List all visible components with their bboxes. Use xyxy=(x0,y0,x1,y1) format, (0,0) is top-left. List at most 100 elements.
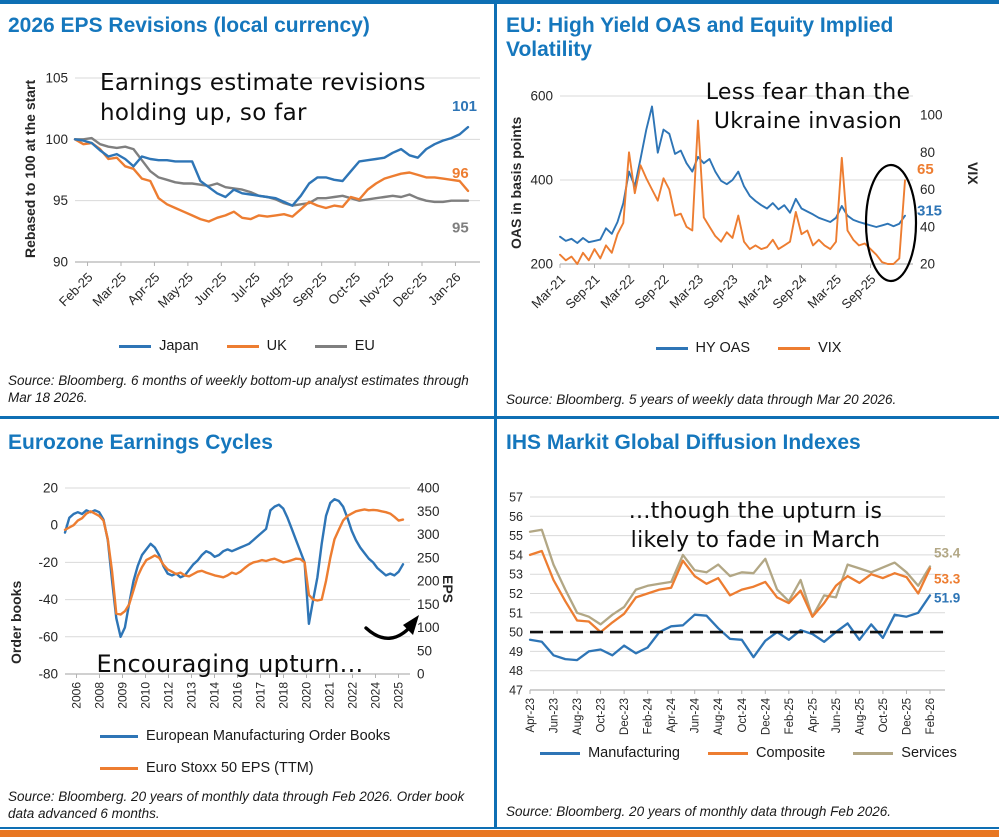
svg-text:Oct-23: Oct-23 xyxy=(596,698,608,733)
legend-item: EU xyxy=(314,338,375,354)
svg-text:0: 0 xyxy=(417,667,425,682)
svg-text:2017: 2017 xyxy=(254,682,268,709)
legend-label: VIX xyxy=(818,340,842,356)
svg-text:Feb-25: Feb-25 xyxy=(784,698,796,734)
svg-text:Sep-25: Sep-25 xyxy=(290,270,330,310)
left-axis-title: OAS in basis points xyxy=(508,116,524,249)
bottom-rule-blue xyxy=(0,827,999,829)
svg-text:Aug-24: Aug-24 xyxy=(713,697,725,735)
svg-text:Apr-24: Apr-24 xyxy=(666,697,678,732)
svg-text:Oct-25: Oct-25 xyxy=(878,698,890,733)
svg-text:315: 315 xyxy=(917,203,942,220)
svg-text:Feb-24: Feb-24 xyxy=(643,697,655,734)
svg-text:Dec-25: Dec-25 xyxy=(901,698,913,735)
svg-text:400: 400 xyxy=(417,481,440,496)
svg-text:20: 20 xyxy=(43,481,58,496)
svg-text:Dec-25: Dec-25 xyxy=(390,270,430,310)
panel-ihs-markit: 47 48 49 50 51 52 53 54 55 56 57 Apr-23 Jun-23 Aug-23… xyxy=(498,419,999,829)
panel-eps-revisions: 90 95 100 105 Feb-25 Mar-25 Apr-25 May-25 Jun-25… xyxy=(0,4,494,416)
legend-label: Japan xyxy=(159,338,199,354)
eps-line-swatch xyxy=(100,766,138,770)
svg-text:Sep-24: Sep-24 xyxy=(769,272,809,312)
svg-text:55: 55 xyxy=(509,529,523,543)
eps-revisions-chart: 9095100105Feb-25Mar-25Apr-25May-25Jun-25… xyxy=(45,71,480,311)
hy-oas-vix-chart: 20040060020406080100Mar-21Sep-21Mar-22Se… xyxy=(528,88,942,312)
svg-text:100: 100 xyxy=(45,132,68,147)
svg-text:150: 150 xyxy=(417,597,440,612)
svg-text:Apr-25: Apr-25 xyxy=(807,698,819,733)
eu-line-swatch xyxy=(314,344,347,348)
svg-text:2020: 2020 xyxy=(300,682,314,709)
svg-text:51.9: 51.9 xyxy=(934,590,960,605)
svg-text:-60: -60 xyxy=(38,629,58,644)
svg-text:Jun-24: Jun-24 xyxy=(690,697,702,733)
legend-item: Manufacturing xyxy=(540,745,680,761)
svg-text:50: 50 xyxy=(509,626,523,640)
source-note: Source: Bloomberg. 6 months of weekly bo… xyxy=(8,373,469,405)
svg-text:Feb-26: Feb-26 xyxy=(925,698,937,734)
legend-item: Services xyxy=(853,745,957,761)
svg-text:101: 101 xyxy=(452,98,477,115)
svg-text:20: 20 xyxy=(920,257,935,272)
annotation-note: Earnings estimate revisions holding up, … xyxy=(100,70,426,127)
legend-item: European Manufacturing Order Books xyxy=(100,728,390,744)
legend-label: Composite xyxy=(755,745,826,761)
top-rule xyxy=(0,0,999,4)
legend-label: EU xyxy=(354,338,375,354)
svg-text:-20: -20 xyxy=(38,555,58,570)
svg-text:2016: 2016 xyxy=(231,682,245,709)
svg-text:53: 53 xyxy=(509,568,523,582)
svg-text:Nov-25: Nov-25 xyxy=(356,270,396,310)
composite-line-swatch xyxy=(707,751,748,755)
svg-text:2009: 2009 xyxy=(116,682,130,709)
legend-label: UK xyxy=(266,338,287,354)
svg-text:96: 96 xyxy=(452,165,469,182)
svg-text:Jun-25: Jun-25 xyxy=(191,270,230,309)
svg-text:300: 300 xyxy=(417,527,440,542)
uk-line-swatch xyxy=(226,344,259,348)
bottom-rule-orange xyxy=(0,830,999,837)
svg-text:95: 95 xyxy=(53,193,68,208)
svg-text:2021: 2021 xyxy=(323,682,337,709)
horizontal-divider xyxy=(0,416,999,419)
manufacturing-line-swatch xyxy=(540,751,581,755)
chart-title: IHS Markit Global Diffusion Indexes xyxy=(506,431,861,454)
svg-text:2010: 2010 xyxy=(139,682,153,709)
svg-text:52: 52 xyxy=(509,587,523,601)
svg-text:200: 200 xyxy=(530,257,553,272)
svg-text:56: 56 xyxy=(509,510,523,524)
hy-oas-line-swatch xyxy=(655,346,688,350)
svg-text:Sep-21: Sep-21 xyxy=(562,272,602,312)
svg-text:Jun-25: Jun-25 xyxy=(831,698,843,733)
legend-item: HY OAS xyxy=(655,340,750,356)
svg-text:53.3: 53.3 xyxy=(934,571,961,586)
legend-label: Services xyxy=(901,745,957,761)
svg-text:2018: 2018 xyxy=(277,682,291,709)
chart-title: EU: High Yield OAS and Equity Implied Vo… xyxy=(506,14,894,62)
svg-text:90: 90 xyxy=(53,255,68,270)
svg-text:Aug-25: Aug-25 xyxy=(854,698,866,735)
svg-text:May-25: May-25 xyxy=(155,270,196,311)
svg-text:400: 400 xyxy=(530,172,553,187)
right-axis-title: EPS xyxy=(440,575,456,604)
svg-text:57: 57 xyxy=(509,491,523,505)
right-axis-title: VIX xyxy=(965,162,981,185)
legend-label: Euro Stoxx 50 EPS (TTM) xyxy=(146,760,314,776)
chart-title: Eurozone Earnings Cycles xyxy=(8,431,273,454)
eurozone-earnings-chart: 200-20-40-60-804003503002502001501005002… xyxy=(38,481,440,709)
svg-text:Jun-23: Jun-23 xyxy=(549,698,561,733)
legend: Japan UK EU xyxy=(0,338,494,354)
svg-text:95: 95 xyxy=(452,220,469,237)
svg-text:51: 51 xyxy=(509,606,523,620)
annotation-note: ...though the upturn is likely to fade i… xyxy=(628,499,883,554)
svg-text:-80: -80 xyxy=(38,667,58,682)
vix-line-swatch xyxy=(778,346,811,350)
panel-hy-oas-vix: 200 400 600 20 40 60 80 100 Mar-21 Sep-21 Mar-22 Se… xyxy=(498,4,999,416)
svg-text:53.4: 53.4 xyxy=(934,545,961,560)
svg-text:Oct-24: Oct-24 xyxy=(737,697,749,732)
svg-text:Mar-23: Mar-23 xyxy=(666,272,706,312)
chart-title: 2026 EPS Revisions (local currency) xyxy=(8,14,370,37)
svg-text:Jan-26: Jan-26 xyxy=(425,270,464,309)
services-line-swatch xyxy=(853,751,894,755)
